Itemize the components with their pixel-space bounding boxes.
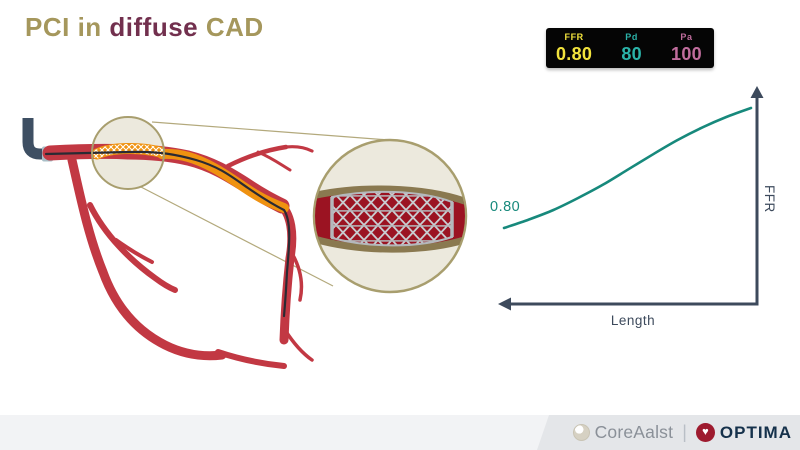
monitor-ffr: FFR 0.80 (556, 32, 593, 64)
distal-artery (273, 197, 297, 345)
footer-logo-band: CoreAalst | ♥ OPTIMA (537, 415, 800, 450)
ffr-curve (502, 106, 753, 230)
pa-label: Pa (680, 32, 693, 42)
chart-x-label: Length (610, 313, 656, 328)
title-part-cad: CAD (205, 12, 264, 42)
optima-logo: ♥ OPTIMA (695, 422, 792, 443)
slide-title: PCI in diffuse CAD (25, 12, 264, 43)
artery-branches (67, 144, 314, 369)
optima-heart-icon: ♥ (695, 423, 715, 442)
title-part-diffuse: diffuse (109, 12, 199, 42)
magnified-stent-view (315, 185, 465, 253)
stent-mesh (330, 190, 454, 247)
vessel-wall-bottom (315, 233, 465, 253)
title-part-pci: PCI in (25, 12, 102, 42)
ffr-label: FFR (564, 32, 584, 42)
pa-value: 100 (671, 44, 702, 64)
coreaalst-logo-icon (572, 424, 590, 441)
pd-label: Pd (625, 32, 638, 42)
vessel-wall-top (315, 185, 465, 207)
chart-y-arrow (750, 86, 764, 98)
pressure-monitor: FFR 0.80 Pd 80 Pa 100 (546, 28, 714, 68)
guide-catheter (22, 118, 46, 160)
chart-x-arrow (498, 297, 511, 311)
chart-start-value: 0.80 (490, 199, 521, 215)
pd-value: 80 (621, 44, 642, 64)
monitor-pd: Pd 80 (621, 32, 642, 64)
chart-axes (498, 86, 764, 311)
logo-separator: | (682, 422, 687, 442)
optima-logo-text: OPTIMA (719, 422, 792, 442)
magnifier-small-ring (91, 116, 165, 190)
callout-lines (140, 121, 403, 287)
coreaalst-logo-text: CoreAalst (594, 422, 674, 442)
pressure-wire (44, 150, 291, 318)
chart-y-label: FFR (762, 185, 777, 213)
coreaalst-logo: CoreAalst (572, 422, 674, 443)
ffr-value: 0.80 (556, 44, 593, 64)
monitor-pa: Pa 100 (671, 32, 702, 64)
